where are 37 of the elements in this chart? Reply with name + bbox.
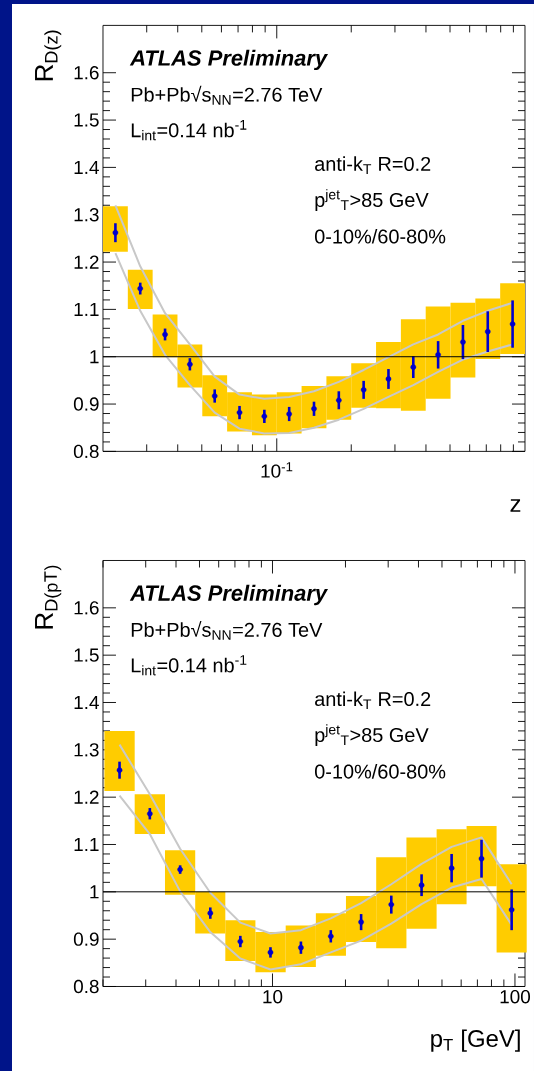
x-tick-label: 10 (263, 990, 283, 1004)
annotation: ATLAS Preliminary (129, 584, 329, 606)
y-tick-label: 1.3 (74, 743, 99, 757)
annotation: 0-10%/60-80% (314, 228, 446, 244)
y-tick-label: 1 (90, 350, 99, 364)
y-tick-label: 1.1 (74, 302, 99, 316)
y-tick-label: 1.4 (74, 160, 99, 174)
x-tick-label: 100 (500, 990, 531, 1004)
text: 10$^{-1}$ (261, 462, 293, 478)
y-tick-label: 1.6 (74, 66, 99, 80)
y-axis-title: R$_{D(pT)}$ (35, 565, 62, 629)
annotation: anti-k$_{T}$ R=0.2 (315, 691, 431, 709)
annotation: Pb+Pb√s$_{NN}$=2.76 TeV (131, 620, 323, 640)
annotation: p$^{jet}$$_{T}$>85 GeV (315, 724, 429, 747)
y-tick-label: 1.5 (74, 113, 99, 127)
annotation: Pb+Pb√s$_{NN}$=2.76 TeV (131, 85, 323, 105)
y-tick-label: 0.9 (73, 397, 99, 411)
annotation: p$^{jet}$$_{T}$>85 GeV (315, 189, 429, 211)
y-tick-label: 1.1 (74, 837, 99, 851)
annotation: anti-k$_{T}$ R=0.2 (315, 156, 431, 174)
x-axis-title: p$_{T}$ [GeV] (431, 1029, 520, 1052)
y-tick-label: 0.8 (73, 444, 99, 459)
y-tick-label: 1.6 (74, 601, 99, 615)
y-tick-label: 0.9 (73, 932, 99, 946)
annotation: 0-10%/60-80% (314, 764, 446, 779)
y-tick-label: 1.5 (74, 648, 99, 662)
y-tick-label: 1.4 (74, 695, 99, 710)
y-tick-label: 0.8 (73, 979, 99, 994)
y-tick-label: 1.2 (74, 255, 99, 269)
y-tick-label: 1 (90, 885, 99, 899)
y-axis-title: R$_{D(z)}$ (35, 30, 62, 81)
x-axis-title: z (510, 499, 521, 512)
annotation: L$_{int}$=0.14 nb$^{-1}$ (131, 655, 247, 676)
annotation: L$_{int}$=0.14 nb$^{-1}$ (131, 120, 247, 141)
y-tick-label: 1.2 (74, 790, 99, 804)
annotation: ATLAS Preliminary (129, 49, 329, 71)
y-tick-label: 1.3 (74, 208, 99, 222)
